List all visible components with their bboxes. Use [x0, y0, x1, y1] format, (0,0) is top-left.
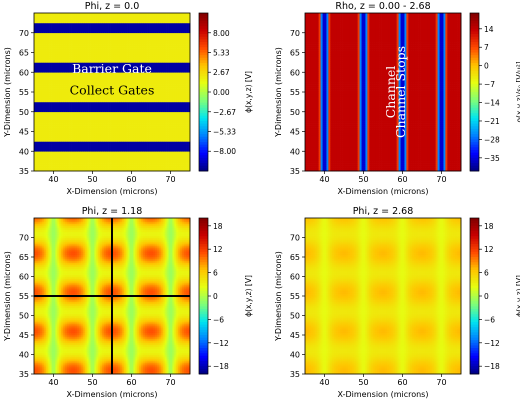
panel-tl: Phi, z = 0.040 50 60 703540455055606570X-Di…	[3, 1, 253, 196]
